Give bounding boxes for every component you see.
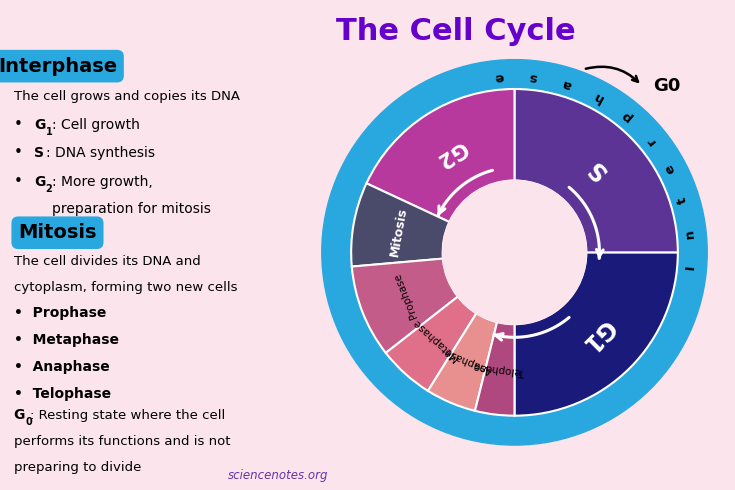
Text: e: e — [662, 162, 678, 176]
Text: Interphase: Interphase — [0, 57, 117, 75]
Text: p: p — [619, 108, 634, 124]
Text: r: r — [644, 134, 658, 147]
Text: •  Prophase: • Prophase — [13, 306, 106, 320]
Text: 0: 0 — [25, 417, 32, 427]
Circle shape — [322, 60, 707, 445]
Text: •: • — [13, 174, 22, 189]
Text: G: G — [34, 118, 45, 132]
Text: a: a — [561, 76, 573, 92]
Text: Metaphase: Metaphase — [411, 317, 460, 363]
Text: : Resting state where the cell: : Resting state where the cell — [30, 409, 226, 422]
Text: : More growth,: : More growth, — [52, 175, 153, 189]
Text: G: G — [13, 408, 25, 422]
Text: S: S — [34, 147, 44, 160]
Circle shape — [442, 180, 587, 324]
Text: Telophase: Telophase — [474, 361, 526, 377]
Text: preparing to divide: preparing to divide — [13, 461, 141, 474]
Text: •: • — [13, 146, 22, 160]
Text: Prophase: Prophase — [392, 271, 418, 319]
Text: The cell grows and copies its DNA: The cell grows and copies its DNA — [13, 91, 240, 103]
Text: Anaphase: Anaphase — [442, 346, 494, 375]
Wedge shape — [428, 313, 497, 411]
Text: h: h — [591, 89, 606, 105]
Text: n: n — [683, 228, 697, 239]
Text: Mitosis: Mitosis — [18, 223, 97, 242]
Text: sciencenotes.org: sciencenotes.org — [227, 469, 328, 482]
Text: 1: 1 — [46, 127, 52, 137]
Text: Mitosis: Mitosis — [388, 206, 409, 258]
Text: cytoplasm, forming two new cells: cytoplasm, forming two new cells — [13, 281, 237, 294]
Text: G1: G1 — [576, 315, 619, 357]
Text: The Cell Cycle: The Cell Cycle — [336, 17, 576, 46]
Text: e: e — [494, 70, 504, 83]
Text: •  Metaphase: • Metaphase — [13, 333, 118, 347]
Wedge shape — [351, 183, 449, 267]
Text: : DNA synthesis: : DNA synthesis — [46, 147, 154, 160]
Text: s: s — [528, 70, 538, 84]
Wedge shape — [367, 89, 514, 222]
Text: •  Anaphase: • Anaphase — [13, 360, 110, 374]
Text: 2: 2 — [46, 184, 52, 194]
Text: S: S — [583, 155, 612, 184]
Text: G2: G2 — [433, 136, 470, 170]
Text: : Cell growth: : Cell growth — [52, 118, 140, 132]
Wedge shape — [352, 259, 458, 353]
Text: The cell divides its DNA and: The cell divides its DNA and — [13, 255, 200, 268]
Wedge shape — [386, 296, 476, 391]
Text: I: I — [684, 265, 697, 270]
Wedge shape — [475, 322, 514, 416]
Text: G: G — [34, 175, 45, 189]
Text: •: • — [13, 117, 22, 132]
Text: performs its functions and is not: performs its functions and is not — [13, 435, 230, 448]
Wedge shape — [514, 89, 678, 252]
Text: G0: G0 — [653, 77, 681, 95]
Text: t: t — [676, 195, 690, 205]
Wedge shape — [514, 252, 678, 416]
Text: •  Telophase: • Telophase — [13, 387, 111, 401]
Text: preparation for mitosis: preparation for mitosis — [52, 202, 211, 216]
